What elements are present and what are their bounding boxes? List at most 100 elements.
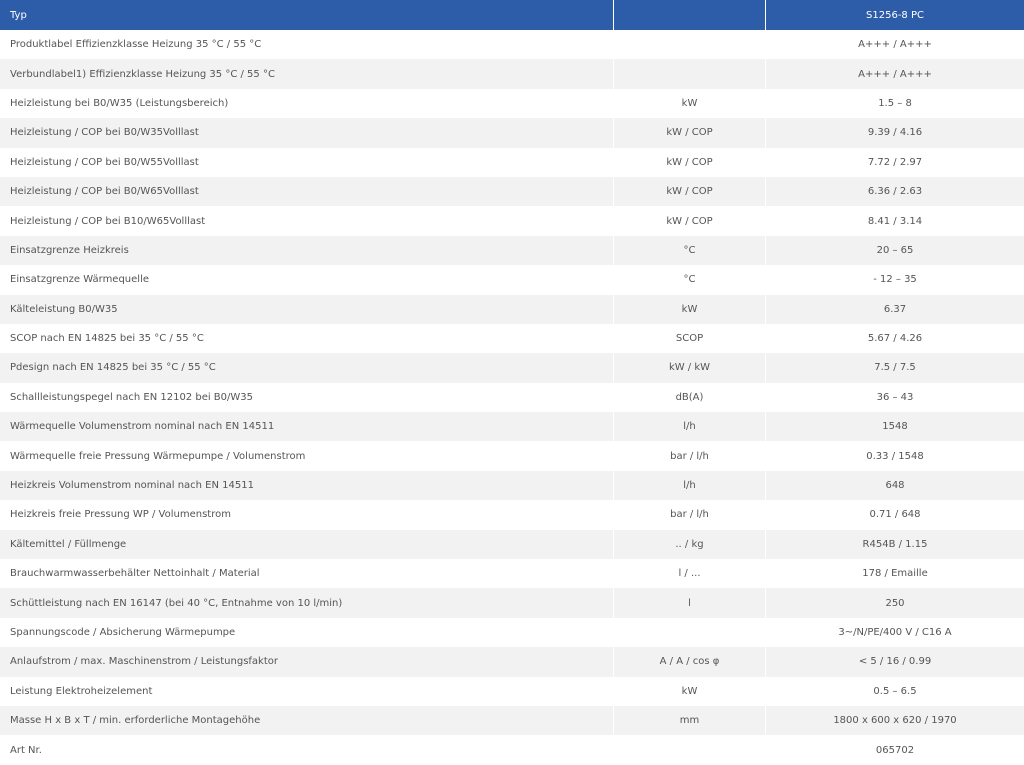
spec-row: Einsatzgrenze Wärmequelle °C - 12 – 35 [0, 265, 1024, 295]
spec-label: Heizkreis Volumenstrom nominal nach EN 1… [0, 470, 614, 501]
spec-value: R454B / 1.15 [862, 538, 928, 550]
spec-label: Schallleistungspegel nach EN 12102 bei B… [0, 382, 614, 413]
spec-label: Heizleistung / COP bei B0/W35Volllast [0, 118, 614, 148]
spec-label: Wärmequelle freie Pressung Wärmepumpe / … [0, 441, 614, 471]
spec-row: Brauchwarmwasserbehälter Nettoinhalt / M… [0, 559, 1024, 589]
spec-row: Pdesign nach EN 14825 bei 35 °C / 55 °C k… [0, 353, 1024, 383]
spec-row: Spannungscode / Absicherung Wärmepumpe 3~… [0, 617, 1024, 648]
header-unit [614, 0, 766, 30]
spec-unit: °C [614, 265, 766, 295]
spec-label: Heizleistung / COP bei B0/W65Volllast [0, 176, 614, 207]
spec-row: Art Nr. 065702 [0, 735, 1024, 765]
spec-value: 36 – 43 [876, 391, 914, 403]
header-label: Typ [0, 0, 614, 30]
spec-row: Anlaufstrom / max. Maschinenstrom / Leis… [0, 647, 1024, 677]
spec-value: 20 – 65 [876, 244, 914, 256]
spec-value: 1.5 – 8 [878, 97, 912, 109]
spec-row: Verbundlabel1) Effizienzklasse Heizung 3… [0, 59, 1024, 89]
spec-row: Heizleistung / COP bei B10/W65Volllast kW… [0, 206, 1024, 236]
spec-unit: kW [614, 88, 766, 119]
spec-unit: kW [614, 294, 766, 324]
spec-value: A+++ / A+++ [858, 68, 932, 80]
spec-value: 250 [885, 597, 905, 609]
spec-row: Wärmequelle Volumenstrom nominal nach EN… [0, 412, 1024, 442]
header-row: Typ S1256-8 PC [0, 0, 1024, 30]
spec-unit: l/h [614, 412, 766, 442]
spec-row: Heizkreis freie Pressung WP / Volumenstr… [0, 500, 1024, 530]
spec-unit: °C [614, 235, 766, 266]
spec-value: 648 [885, 480, 905, 492]
spec-unit: kW / COP [614, 147, 766, 177]
spec-value: 6.36 / 2.63 [867, 186, 923, 198]
spec-unit: l [614, 588, 766, 618]
spec-value: 7.5 / 7.5 [874, 362, 916, 374]
spec-row: SCOP nach EN 14825 bei 35 °C / 55 °C SCOP… [0, 323, 1024, 354]
spec-row: Heizleistung / COP bei B0/W65Volllast kW … [0, 176, 1024, 207]
spec-value: - 12 – 35 [873, 274, 917, 286]
spec-row: Leistung Elektroheizelement kW 0.5 – 6.5 [0, 676, 1024, 706]
spec-label: Kältemittel / Füllmenge [0, 529, 614, 560]
spec-row: Schüttleistung nach EN 16147 (bei 40 °C,… [0, 588, 1024, 618]
spec-row: Heizleistung bei B0/W35 (Leistungsbereic… [0, 88, 1024, 119]
spec-value: < 5 / 16 / 0.99 [858, 656, 932, 668]
spec-row: Heizleistung / COP bei B0/W55Volllast kW … [0, 147, 1024, 177]
spec-label: Wärmequelle Volumenstrom nominal nach EN… [0, 412, 614, 442]
spec-label: Anlaufstrom / max. Maschinenstrom / Leis… [0, 647, 614, 677]
spec-unit: l / ... [614, 559, 766, 589]
spec-unit: A / A / cos φ [614, 647, 766, 677]
spec-label: Spannungscode / Absicherung Wärmepumpe [0, 617, 614, 648]
spec-label: Einsatzgrenze Wärmequelle [0, 265, 614, 295]
spec-row: Heizleistung / COP bei B0/W35Volllast kW … [0, 118, 1024, 148]
spec-unit: .. / kg [614, 529, 766, 560]
spec-value: 065702 [875, 744, 915, 756]
spec-label: Heizleistung bei B0/W35 (Leistungsbereic… [0, 88, 614, 119]
spec-label: Einsatzgrenze Heizkreis [0, 235, 614, 266]
spec-row: Wärmequelle freie Pressung Wärmepumpe / … [0, 441, 1024, 471]
spec-unit: bar / l/h [614, 441, 766, 471]
header-value: S1256-8 PC [866, 9, 924, 21]
spec-value: 5.67 / 4.26 [867, 333, 923, 345]
spec-row: Produktlabel Effizienzklasse Heizung 35 … [0, 30, 1024, 60]
spec-unit: kW / COP [614, 176, 766, 207]
spec-label: Heizkreis freie Pressung WP / Volumenstr… [0, 500, 614, 530]
spec-unit [614, 59, 766, 89]
spec-value: 8.41 / 3.14 [867, 215, 923, 227]
spec-unit: dB(A) [614, 382, 766, 413]
spec-row: Kälteleistung B0/W35 kW 6.37 [0, 294, 1024, 324]
spec-unit [614, 735, 766, 765]
spec-row: Schallleistungspegel nach EN 12102 bei B… [0, 382, 1024, 413]
spec-label: Produktlabel Effizienzklasse Heizung 35 … [0, 30, 614, 60]
spec-label: Kälteleistung B0/W35 [0, 294, 614, 324]
spec-unit [614, 30, 766, 60]
spec-label: Brauchwarmwasserbehälter Nettoinhalt / M… [0, 559, 614, 589]
spec-label: Masse H x B x T / min. erforderliche Mon… [0, 705, 614, 736]
spec-label: Heizleistung / COP bei B0/W55Volllast [0, 147, 614, 177]
spec-row: Einsatzgrenze Heizkreis °C 20 – 65 [0, 235, 1024, 266]
spec-value: 178 / Emaille [862, 568, 928, 580]
spec-unit: kW / COP [614, 206, 766, 236]
spec-label: SCOP nach EN 14825 bei 35 °C / 55 °C [0, 323, 614, 354]
spec-value: 9.39 / 4.16 [867, 127, 923, 139]
spec-value: A+++ / A+++ [858, 39, 932, 51]
spec-unit: bar / l/h [614, 500, 766, 530]
spec-unit [614, 617, 766, 648]
spec-unit: kW / kW [614, 353, 766, 383]
spec-label: Leistung Elektroheizelement [0, 676, 614, 706]
spec-unit: SCOP [614, 323, 766, 354]
spec-row: Masse H x B x T / min. erforderliche Mon… [0, 705, 1024, 736]
spec-row: Kältemittel / Füllmenge.. / kg R454B / 1.… [0, 529, 1024, 560]
spec-unit: mm [614, 705, 766, 736]
spec-value: 3~/N/PE/400 V / C16 A [838, 627, 952, 638]
spec-value: 7.72 / 2.97 [867, 156, 923, 168]
spec-unit: l/h [614, 470, 766, 501]
spec-label: Heizleistung / COP bei B10/W65Volllast [0, 206, 614, 236]
spec-value: 0.33 / 1548 [866, 450, 924, 462]
spec-unit: kW [614, 676, 766, 706]
spec-label: Pdesign nach EN 14825 bei 35 °C / 55 °C [0, 353, 614, 383]
spec-unit: kW / COP [614, 118, 766, 148]
spec-value: 0.71 / 648 [869, 509, 921, 521]
spec-row: Heizkreis Volumenstrom nominal nach EN 1… [0, 470, 1024, 501]
spec-label: Verbundlabel1) Effizienzklasse Heizung 3… [0, 59, 614, 89]
spec-value: 6.37 [883, 303, 907, 315]
